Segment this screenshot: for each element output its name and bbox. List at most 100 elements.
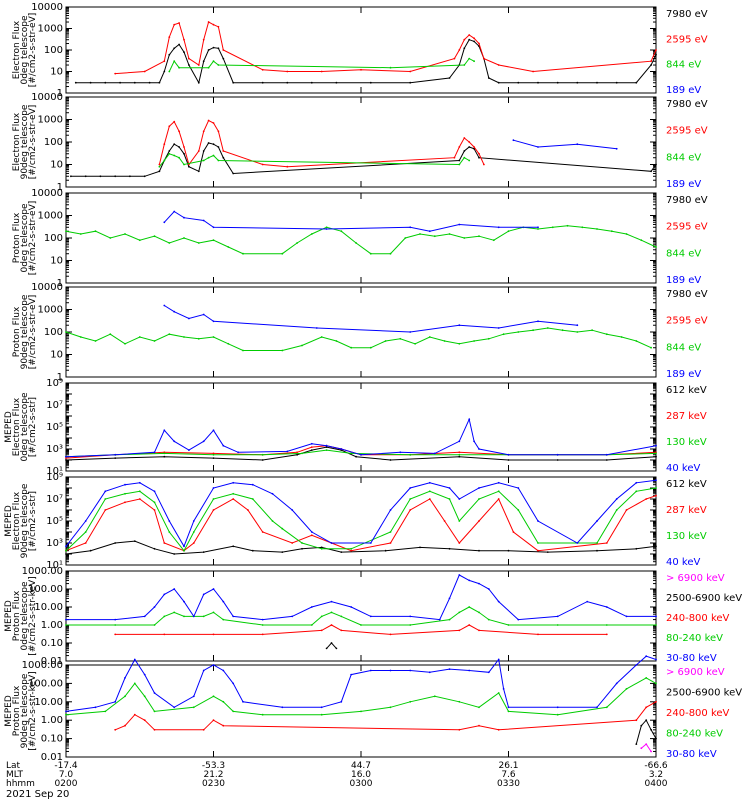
data-point xyxy=(202,593,205,596)
data-point xyxy=(384,549,387,552)
data-point xyxy=(153,451,156,454)
data-point xyxy=(458,451,461,454)
data-point xyxy=(458,629,461,632)
data-point xyxy=(104,490,107,493)
data-point xyxy=(655,479,657,482)
data-point xyxy=(635,481,638,484)
data-point xyxy=(310,442,313,445)
data-point xyxy=(369,669,372,672)
data-point xyxy=(301,547,303,550)
data-point xyxy=(556,81,559,84)
data-point xyxy=(261,453,264,456)
data-point xyxy=(478,611,480,614)
data-point xyxy=(340,551,343,553)
data-point xyxy=(65,545,67,548)
data-point xyxy=(158,163,161,166)
data-point xyxy=(202,551,205,553)
data-point xyxy=(655,494,657,497)
data-point xyxy=(458,146,461,148)
data-point xyxy=(114,633,117,636)
data-point xyxy=(458,159,461,162)
panel-frame xyxy=(65,192,657,284)
data-point xyxy=(468,418,471,421)
data-point xyxy=(84,542,87,544)
data-point xyxy=(212,452,215,455)
data-point xyxy=(409,81,412,84)
data-point xyxy=(497,490,500,493)
data-point xyxy=(360,624,362,626)
data-point xyxy=(650,728,652,731)
data-point xyxy=(458,520,461,522)
data-point xyxy=(173,706,176,709)
data-point xyxy=(168,125,171,128)
data-point xyxy=(197,64,200,66)
data-point xyxy=(183,152,185,155)
data-point xyxy=(537,320,539,323)
data-point xyxy=(168,531,171,533)
data-point xyxy=(655,545,657,548)
data-point xyxy=(409,226,412,229)
data-point xyxy=(325,449,328,451)
series-line-1 xyxy=(65,495,657,552)
y-axis-label: [#/cm2-s-str-eV] xyxy=(28,201,38,276)
data-point xyxy=(517,81,520,84)
data-point xyxy=(133,658,136,661)
data-point xyxy=(546,551,549,553)
series-line-3 xyxy=(65,677,657,716)
data-point xyxy=(448,597,451,600)
data-point xyxy=(478,520,480,522)
data-point xyxy=(605,633,608,636)
data-point xyxy=(207,142,210,144)
data-point xyxy=(143,70,146,73)
data-point xyxy=(163,452,166,455)
data-point xyxy=(517,331,520,333)
legend-entry: 2595 eV xyxy=(666,34,708,45)
data-point xyxy=(202,130,205,133)
data-point xyxy=(153,547,156,550)
data-point xyxy=(202,669,205,672)
data-point xyxy=(217,146,220,148)
data-point xyxy=(207,21,210,23)
data-point xyxy=(389,509,392,511)
data-point xyxy=(640,747,643,750)
legend-entry: 240-800 keV xyxy=(666,708,730,719)
data-point xyxy=(271,492,274,495)
y-tick-label: 1.00 xyxy=(41,715,63,726)
data-point xyxy=(596,542,598,544)
data-point xyxy=(109,237,112,239)
data-point xyxy=(330,600,333,603)
data-point xyxy=(468,606,471,608)
data-point xyxy=(620,336,623,338)
series-line-4 xyxy=(66,574,656,621)
data-point xyxy=(428,481,431,484)
data-point xyxy=(340,629,343,632)
x-tick-label-hhmm: 0330 xyxy=(497,779,520,789)
data-point xyxy=(615,81,618,84)
data-point xyxy=(133,682,136,685)
data-point xyxy=(497,728,500,731)
data-point xyxy=(183,51,185,53)
data-point xyxy=(310,449,313,451)
data-point xyxy=(207,49,210,51)
data-point xyxy=(369,81,372,84)
data-point xyxy=(448,77,451,79)
data-point xyxy=(217,64,220,66)
data-point xyxy=(517,487,520,489)
data-point xyxy=(320,336,323,338)
data-point xyxy=(320,706,323,709)
data-point xyxy=(320,547,323,550)
y-tick-label: 1 xyxy=(57,88,63,99)
data-point xyxy=(369,346,372,349)
data-point xyxy=(183,336,185,338)
data-point xyxy=(655,682,657,685)
data-point xyxy=(389,531,392,533)
data-point xyxy=(291,615,294,618)
data-point xyxy=(517,509,520,511)
data-point xyxy=(153,340,156,342)
data-point xyxy=(409,498,412,500)
y-axis-label: Proton Flux xyxy=(12,685,22,736)
data-point xyxy=(635,81,638,84)
y-tick-label: 10³ xyxy=(46,538,63,549)
data-point xyxy=(129,175,131,178)
